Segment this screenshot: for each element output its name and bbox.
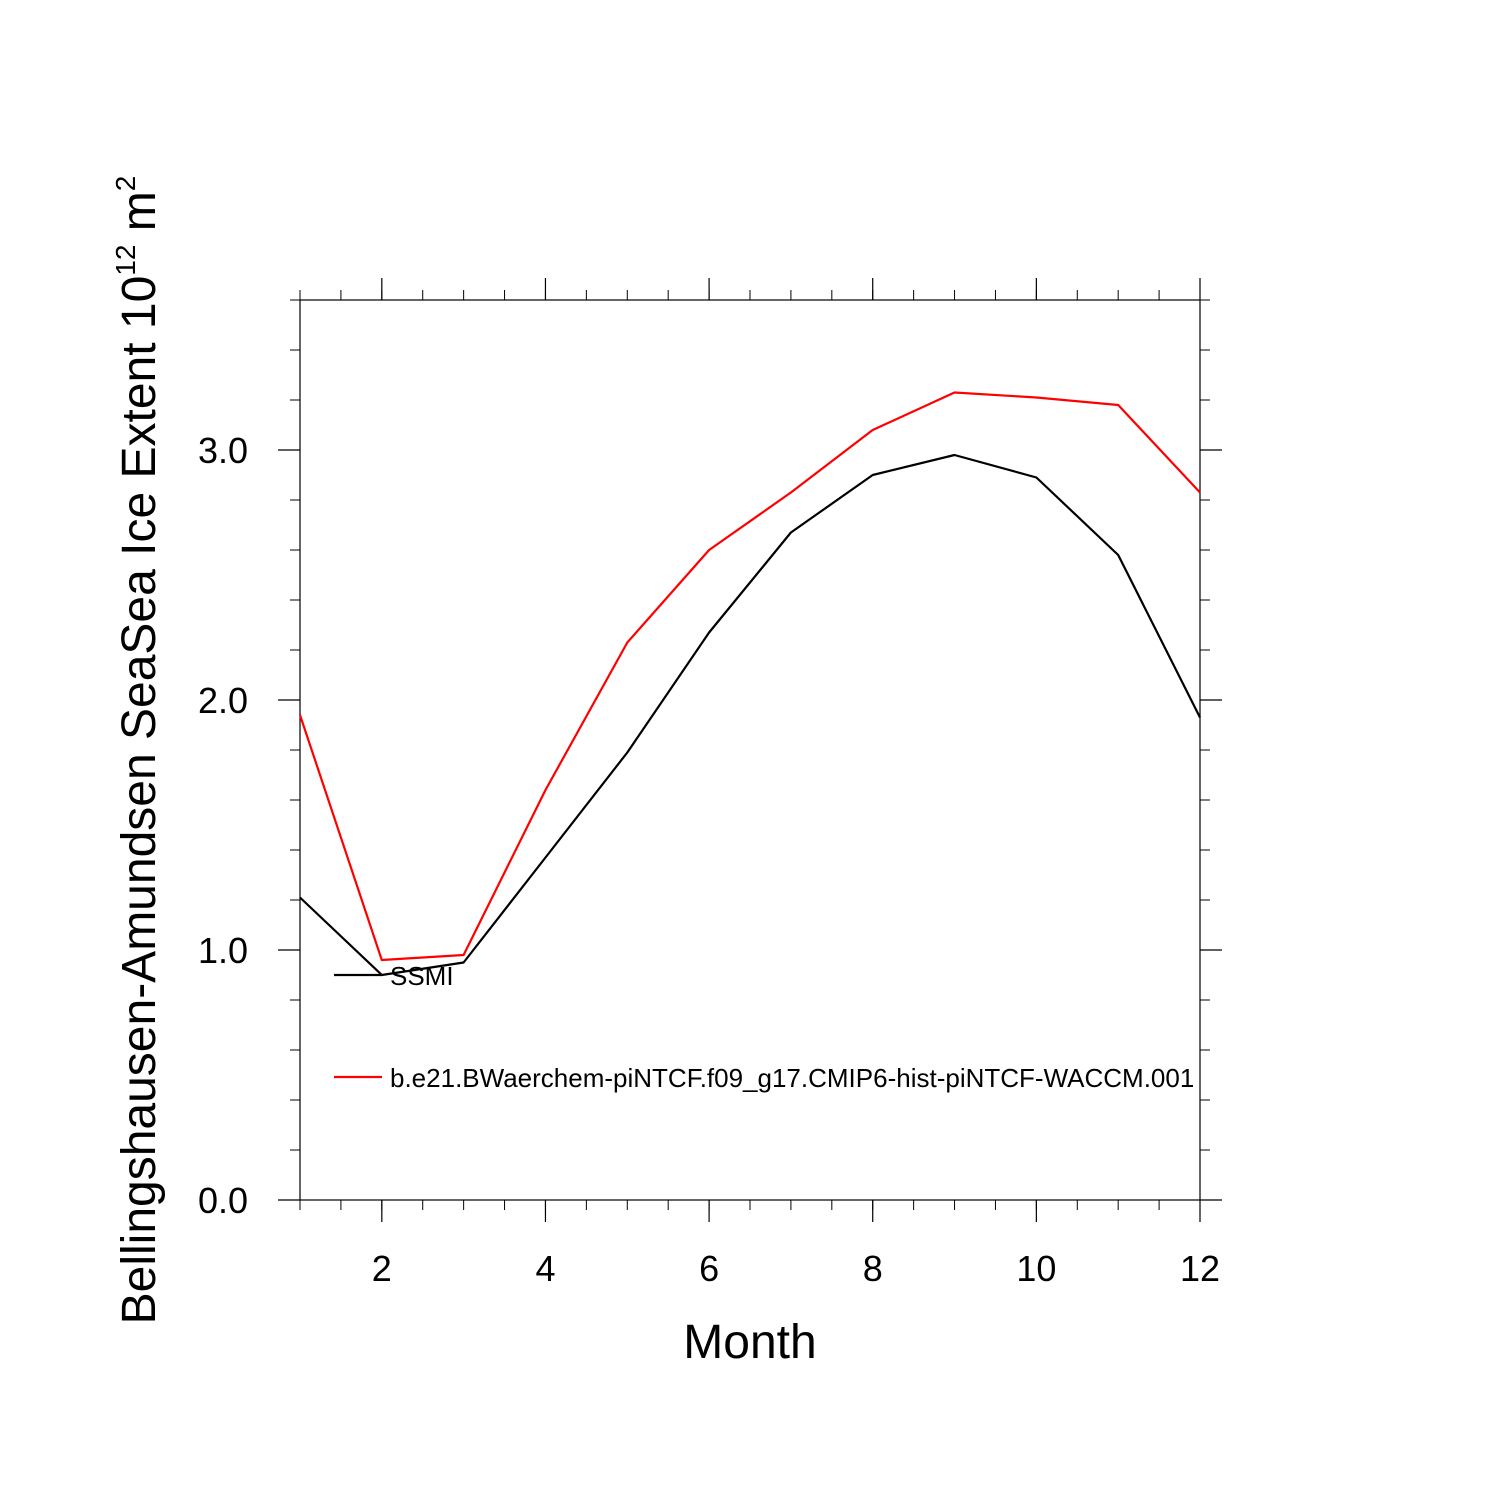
x-tick-label: 6 bbox=[699, 1248, 719, 1289]
x-tick-label: 2 bbox=[372, 1248, 392, 1289]
series-line-model bbox=[298, 391, 1201, 962]
legend-label: b.e21.BWaerchem-piNTCF.f09_g17.CMIP6-his… bbox=[390, 1063, 1194, 1093]
x-axis-title: Month bbox=[683, 1316, 816, 1369]
legend: SSMI b.e21.BWaerchem-piNTCF.f09_g17.CMIP6… bbox=[334, 961, 1194, 1093]
series-line-ssmi bbox=[299, 453, 1201, 977]
y-tick-label: 2.0 bbox=[198, 680, 248, 721]
y-axis-title-unit: m bbox=[113, 191, 166, 231]
x-tick-label: 8 bbox=[863, 1248, 883, 1289]
y-axis-title-main: Bellingshausen-Amundsen SeaSea Ice Exten… bbox=[113, 276, 166, 1325]
axis-ticks bbox=[278, 278, 1222, 1222]
x-tick-label: 4 bbox=[535, 1248, 555, 1289]
y-axis-title-space bbox=[113, 231, 166, 244]
y-axis-title-exponent: 12 bbox=[110, 245, 141, 276]
series-lines bbox=[298, 391, 1201, 977]
x-tick-label: 10 bbox=[1016, 1248, 1056, 1289]
y-tick-label: 0.0 bbox=[198, 1180, 248, 1221]
legend-label: SSMI bbox=[390, 961, 454, 991]
axis-tick-labels: 2 4 6 8 10 12 0.0 1.0 2.0 3.0 bbox=[198, 430, 1220, 1289]
y-axis-title-unit-exponent: 2 bbox=[110, 176, 141, 192]
y-tick-label: 1.0 bbox=[198, 930, 248, 971]
y-axis-title: Bellingshausen-Amundsen SeaSea Ice Exten… bbox=[110, 176, 166, 1325]
x-tick-label: 12 bbox=[1180, 1248, 1220, 1289]
y-tick-label: 3.0 bbox=[198, 430, 248, 471]
